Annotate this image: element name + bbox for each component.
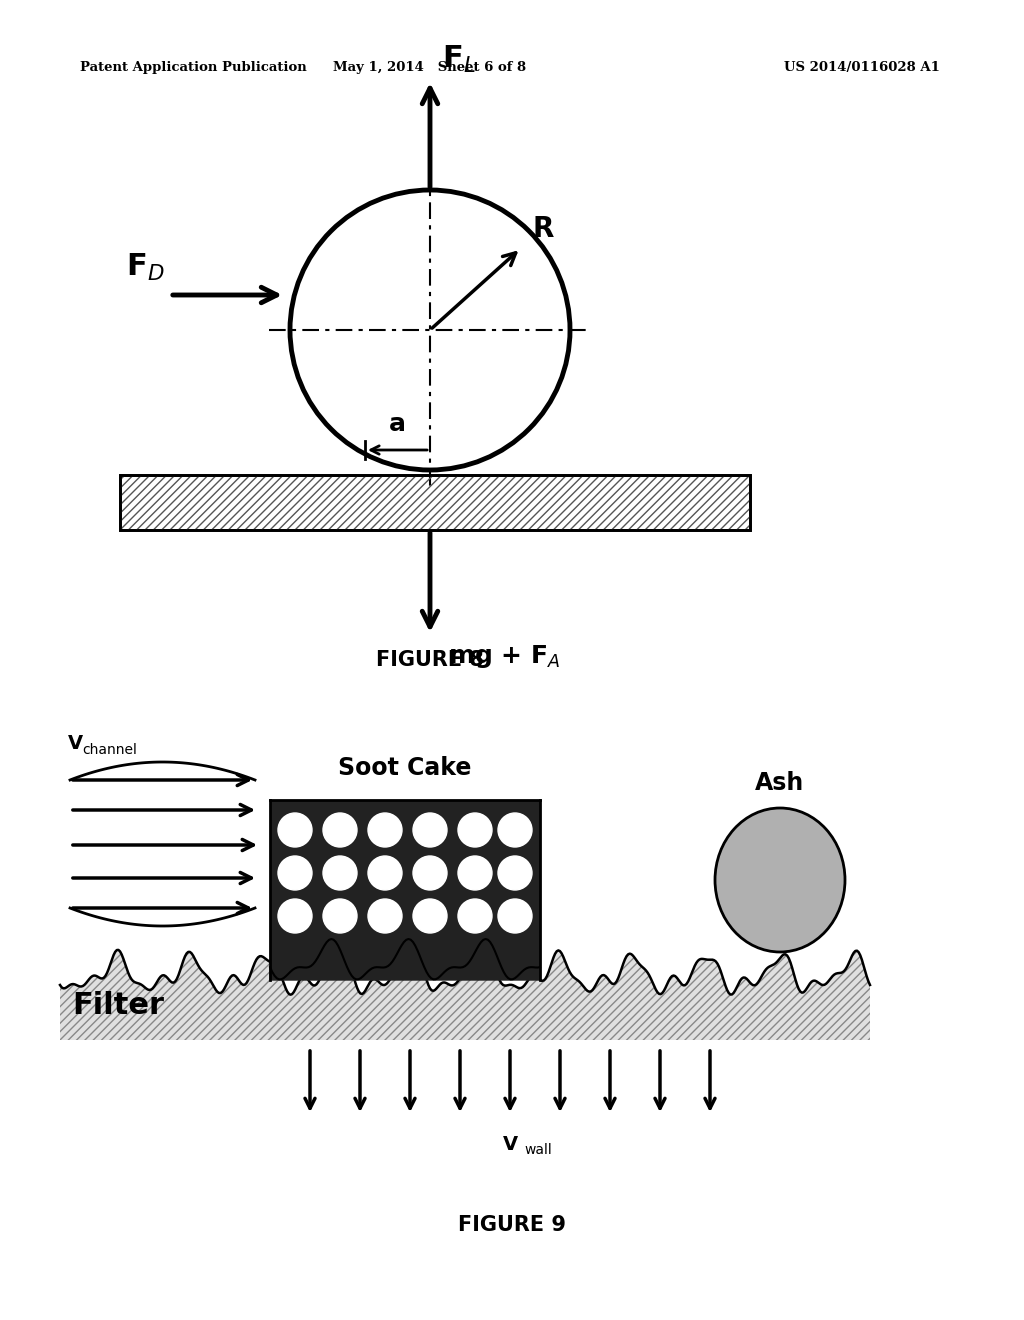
Text: Filter: Filter [72, 990, 164, 1019]
Text: Patent Application Publication: Patent Application Publication [80, 62, 307, 74]
Circle shape [413, 813, 447, 847]
Circle shape [413, 855, 447, 890]
Polygon shape [270, 939, 540, 979]
Text: a: a [389, 412, 406, 436]
Text: F$_D$: F$_D$ [126, 252, 165, 282]
Text: May 1, 2014   Sheet 6 of 8: May 1, 2014 Sheet 6 of 8 [334, 62, 526, 74]
Circle shape [278, 899, 312, 933]
Circle shape [498, 899, 532, 933]
Text: wall: wall [524, 1143, 552, 1158]
Circle shape [498, 813, 532, 847]
Text: Soot Cake: Soot Cake [338, 756, 472, 780]
Bar [120, 475, 750, 531]
Circle shape [368, 855, 402, 890]
Circle shape [458, 899, 492, 933]
Text: FIGURE 8: FIGURE 8 [376, 649, 484, 671]
Circle shape [278, 813, 312, 847]
Text: mg + F$_A$: mg + F$_A$ [449, 643, 560, 671]
Bar [120, 475, 750, 531]
Circle shape [368, 899, 402, 933]
Text: V: V [68, 734, 83, 752]
Ellipse shape [715, 808, 845, 952]
Bar [120, 475, 750, 531]
Circle shape [278, 855, 312, 890]
Circle shape [413, 899, 447, 933]
Text: FIGURE 9: FIGURE 9 [458, 1214, 566, 1236]
Text: US 2014/0116028 A1: US 2014/0116028 A1 [784, 62, 940, 74]
Circle shape [323, 813, 357, 847]
Polygon shape [60, 950, 870, 1040]
Circle shape [498, 855, 532, 890]
Circle shape [323, 855, 357, 890]
Circle shape [458, 855, 492, 890]
Text: F$_L$: F$_L$ [442, 44, 476, 75]
Bar [270, 800, 540, 979]
Text: channel: channel [82, 743, 137, 756]
Circle shape [368, 813, 402, 847]
Circle shape [458, 813, 492, 847]
Text: Ash: Ash [756, 771, 805, 795]
Circle shape [323, 899, 357, 933]
Text: V: V [503, 1135, 517, 1154]
Text: R: R [532, 215, 554, 243]
